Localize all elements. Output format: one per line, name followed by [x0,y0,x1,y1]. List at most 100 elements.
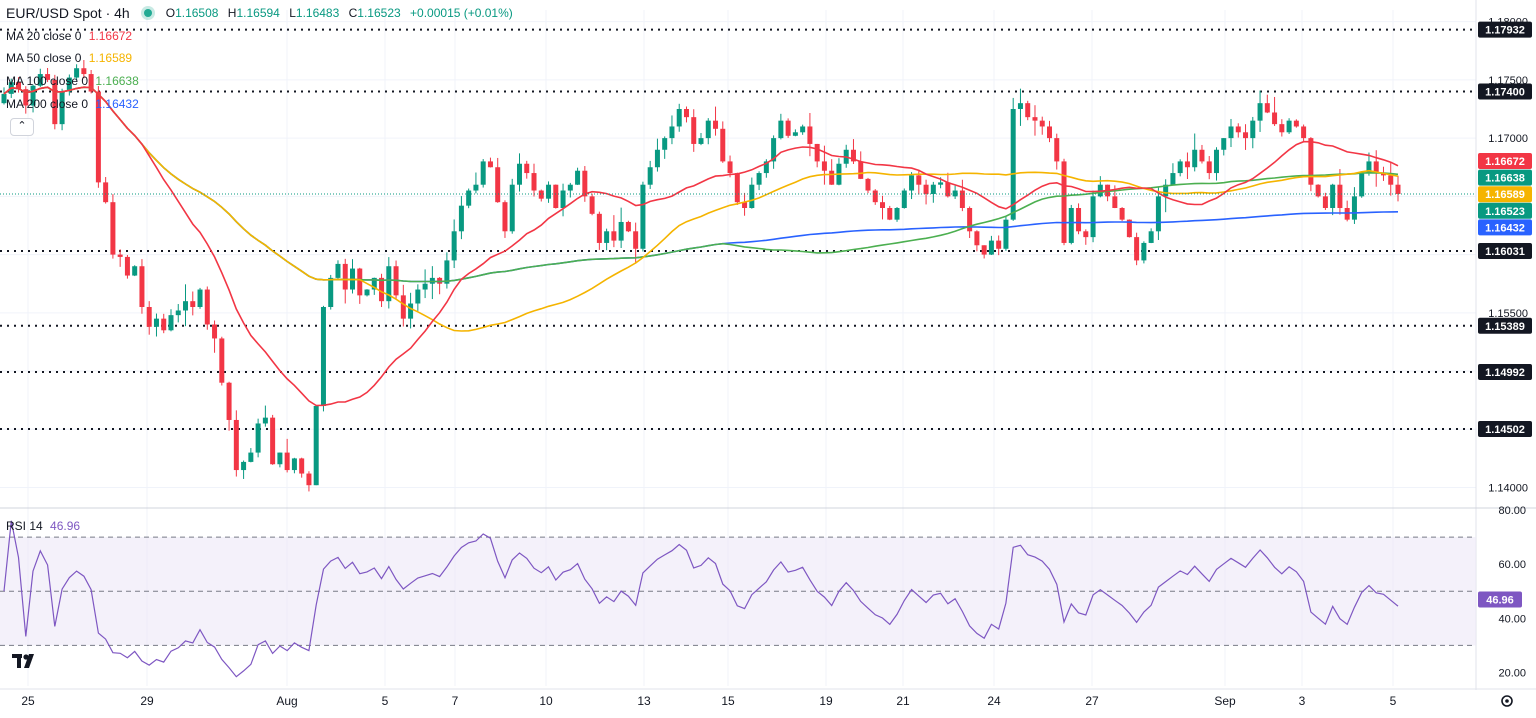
x-tick-label: 7 [452,694,459,708]
candle-body [1,93,7,104]
legend-ma200-label: MA 200 close 0 [6,97,89,111]
level-tag-label: 1.17400 [1485,87,1525,99]
candle-body [538,190,544,199]
legend-ma20-value: 1.16672 [88,29,133,43]
candle-body [183,301,189,311]
price-tag-label: 1.16672 [1485,156,1525,168]
tradingview-logo-icon[interactable] [12,652,38,675]
candle-body [175,310,181,316]
legend-ma50[interactable]: MA 50 close 0 1.16589 [6,51,132,65]
candle-body [1003,219,1009,249]
ohlc-readout: O1.16508 H1.16594 L1.16483 C1.16523 +0.0… [166,6,519,20]
candle-body [1250,120,1256,139]
candle-body [1032,117,1038,121]
candle-body [1243,132,1249,139]
candle-body [153,318,159,327]
symbol-title[interactable]: EUR/USD Spot · 4h [6,5,130,21]
candle-body [1017,103,1023,109]
candle-body [662,138,668,150]
candle-body [909,175,915,191]
candle-body [495,167,501,203]
collapse-legend-button[interactable]: ⌃ [10,118,34,136]
candle-body [756,173,762,185]
candle-body [1090,196,1096,238]
candle-body [466,190,472,206]
close-label: C [348,6,358,20]
level-tag-label: 1.14502 [1485,424,1525,436]
rsi-value-tag [1478,591,1522,608]
candle-body [901,190,907,208]
legend-ma100[interactable]: MA 100 close 0 1.16638 [6,74,139,88]
candle-body [865,178,871,191]
market-status-icon [143,9,152,17]
candle-body [1170,173,1176,185]
candle-body [335,263,341,278]
candle-body [197,289,203,307]
candle-body [720,128,726,162]
candle-body [625,221,631,232]
candle-body [742,202,748,208]
candle-body [45,74,51,80]
level-tag [1478,21,1532,38]
level-tag-label: 1.14992 [1485,367,1525,379]
candle-body [204,289,210,325]
candle-body [1272,112,1278,125]
candle-body [858,161,864,179]
candle-body [698,138,704,144]
x-tick-label: 19 [819,694,833,708]
candle-body [37,74,43,86]
price-tag [1478,186,1532,203]
candle-body [1134,237,1140,261]
settings-gear-icon[interactable] [1501,695,1513,707]
candle-body [458,205,464,232]
candle-body [502,202,508,232]
x-tick-label: 25 [21,694,35,708]
x-tick-label: Sep [1214,694,1236,708]
candle-body [705,120,711,139]
rsi-legend[interactable]: RSI 14 46.96 [6,519,80,533]
candle-body [1010,109,1016,220]
candle-body [749,184,755,208]
candle-body [988,240,994,255]
open-label: O [165,6,176,20]
x-tick-label: 15 [721,694,735,708]
candle-body [241,461,247,471]
candle-body [219,338,225,383]
candle-body [291,458,297,471]
candle-body [974,231,980,246]
rsi-tick-label: 60.00 [1498,559,1526,571]
candle-body [560,190,566,208]
legend-ma20[interactable]: MA 20 close 0 1.16672 [6,29,132,43]
chevron-up-icon: ⌃ [17,120,27,132]
candle-body [277,452,283,465]
level-tag-label: 1.15389 [1485,321,1525,333]
candle-body [299,458,305,474]
legend-ma200-value: 1.16432 [95,97,139,111]
candle-body [763,161,769,174]
x-tick-label: 24 [987,694,1001,708]
candle-body [110,202,116,255]
candle-body [821,161,827,171]
legend-ma200[interactable]: MA 200 close 0 1.16432 [6,97,139,111]
candle-body [117,254,123,257]
candle-body [408,303,414,319]
price-tag [1478,169,1532,186]
candle-body [938,182,944,185]
price-tag [1478,153,1532,169]
level-tag-label: 1.16031 [1485,246,1525,258]
candle-body [168,315,174,331]
candle-body [567,184,573,191]
candle-body [785,120,791,136]
candle-body [320,307,326,406]
rsi-value-tag-label: 46.96 [1486,594,1514,606]
candle-body [531,173,537,191]
candle-body [132,266,138,276]
candle-body [734,173,740,203]
candle-body [959,190,965,208]
candle-body [771,138,777,162]
candle-body [1395,184,1401,195]
candle-body [1337,184,1343,208]
x-tick-label: 10 [539,694,553,708]
